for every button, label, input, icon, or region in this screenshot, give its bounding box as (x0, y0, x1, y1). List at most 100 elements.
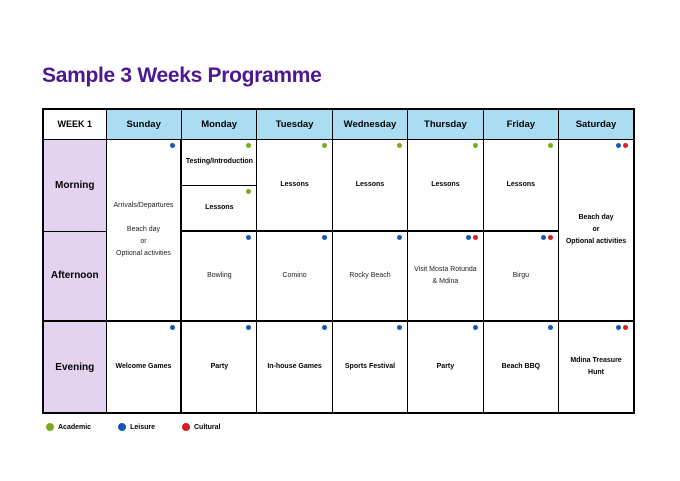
leisure-dot-icon (246, 325, 252, 330)
legend-label: Cultural (193, 423, 221, 431)
cell-monday-evening: Party (180, 320, 258, 414)
cell-text: Party (210, 363, 229, 371)
leisure-dot-icon (541, 235, 547, 240)
cell-text: Lessons (355, 180, 385, 188)
cell-sunday-evening: Welcome Games (105, 320, 182, 414)
cell-saturday-evening: Mdina Treasure Hunt (558, 320, 635, 414)
day-header-friday: Friday (482, 108, 560, 140)
cell-text: Comino (282, 272, 307, 280)
leisure-dot-icon (397, 325, 403, 330)
cell-dots (321, 325, 327, 330)
cell-dots (321, 142, 327, 148)
legend-item-cultural: Cultural (181, 423, 221, 431)
cell-friday-lessons: Lessons (482, 138, 560, 232)
cell-thursday-evening: Party (407, 320, 484, 414)
day-header-wednesday: Wednesday (331, 108, 409, 140)
cell-dots (321, 235, 327, 240)
cell-monday-testing: Testing/Introduction (180, 138, 258, 186)
cell-friday-evening: Beach BBQ (482, 320, 560, 414)
leisure-dot-icon (616, 325, 621, 330)
morning-row-top: Morning Arrivals/Departures Beach day or… (42, 138, 635, 322)
cell-dots (246, 188, 252, 194)
leisure-dot-icon (397, 235, 403, 240)
cell-dots (541, 235, 554, 240)
cell-dots (397, 235, 403, 240)
row-label-evening: Evening (42, 320, 107, 414)
cell-text: Sports Festival (344, 363, 396, 371)
cultural-dot-icon (472, 235, 478, 240)
cell-tuesday-evening: In-house Games (256, 320, 333, 414)
cell-text: Mdina Treasure Hunt (570, 357, 622, 376)
cell-sunday-morning-afternoon: Arrivals/Departures Beach day or Optiona… (105, 138, 182, 322)
legend-label: Leisure (130, 423, 155, 431)
cell-text: Lessons (205, 203, 234, 211)
leisure-dot-icon (465, 235, 471, 240)
cell-monday-lessons: Lessons (180, 184, 258, 232)
academic-dot-icon (246, 188, 252, 194)
day-header-sunday: Sunday (105, 108, 182, 140)
leisure-dot-icon (321, 235, 327, 240)
cell-text: Arrivals/Departures Beach day or Optiona… (113, 202, 174, 257)
cell-dots (616, 325, 628, 330)
cell-wednesday-evening: Sports Festival (331, 320, 409, 414)
cell-text: In-house Games (267, 363, 322, 371)
cell-text: Welcome Games (115, 363, 172, 371)
cell-text: Testing/Introduction (185, 158, 253, 166)
leisure-dot-icon (170, 142, 176, 148)
cultural-dot-icon (181, 423, 190, 431)
leisure-dot-icon (170, 325, 176, 330)
leisure-dot-icon (616, 142, 621, 148)
cell-dots (170, 325, 176, 330)
leisure-dot-icon (118, 423, 127, 431)
cell-dots (472, 325, 478, 330)
cell-text: Bowling (207, 272, 232, 280)
cell-text: Beach day or Optional activities (565, 213, 627, 245)
leisure-dot-icon (472, 325, 478, 330)
academic-dot-icon (472, 142, 478, 148)
cultural-dot-icon (548, 235, 554, 240)
row-label-afternoon: Afternoon (42, 230, 107, 322)
cultural-dot-icon (623, 142, 628, 148)
page-title: Sample 3 Weeks Programme (42, 64, 322, 88)
cell-text: Birgu (512, 272, 529, 280)
cell-tuesday-lessons: Lessons (256, 138, 333, 232)
row-label-morning: Morning (42, 138, 107, 232)
cell-dots (246, 142, 252, 148)
legend: Academic Leisure Cultural (46, 423, 220, 431)
cell-text: Lessons (280, 180, 309, 188)
day-header-saturday: Saturday (558, 108, 635, 140)
cell-dots (548, 142, 554, 148)
cell-dots (246, 235, 252, 240)
afternoon-row: Afternoon Bowling Comino Rocky Beach Vis… (42, 230, 634, 322)
cell-friday-afternoon: Birgu (482, 230, 560, 322)
cell-wednesday-afternoon: Rocky Beach (331, 230, 409, 322)
day-header-tuesday: Tuesday (256, 108, 333, 140)
cell-monday-afternoon: Bowling (180, 230, 258, 322)
cell-dots (170, 142, 176, 148)
morning-row-bottom: Lessons (43, 184, 634, 232)
day-header-thursday: Thursday (407, 108, 484, 140)
legend-item-leisure: Leisure (118, 423, 155, 431)
cell-dots (397, 325, 403, 330)
cell-dots (616, 142, 628, 148)
cell-wednesday-lessons: Lessons (331, 138, 409, 232)
academic-dot-icon (46, 423, 54, 431)
header-row: WEEK 1 Sunday Monday Tuesday Wednesday T… (42, 108, 635, 140)
cell-text: Party (436, 363, 455, 371)
cell-thursday-lessons: Lessons (407, 138, 484, 232)
cell-text: Rocky Beach (349, 272, 391, 280)
cell-text: Lessons (431, 180, 460, 188)
cell-dots (246, 325, 252, 330)
day-header-monday: Monday (180, 108, 258, 140)
legend-label: Academic (58, 423, 92, 431)
week-label: WEEK 1 (42, 108, 107, 140)
legend-item-academic: Academic (46, 423, 91, 431)
cell-text: Beach BBQ (501, 363, 541, 371)
cell-text: Lessons (506, 180, 536, 188)
cell-thursday-afternoon: Visit Mosta Rotunda & Mdina (407, 230, 484, 322)
programme-table: WEEK 1 Sunday Monday Tuesday Wednesday T… (42, 108, 635, 414)
academic-dot-icon (397, 142, 403, 148)
cell-dots (472, 142, 478, 148)
cell-tuesday-afternoon: Comino (256, 230, 333, 322)
cell-saturday-morning-afternoon: Beach day or Optional activities (558, 138, 635, 322)
